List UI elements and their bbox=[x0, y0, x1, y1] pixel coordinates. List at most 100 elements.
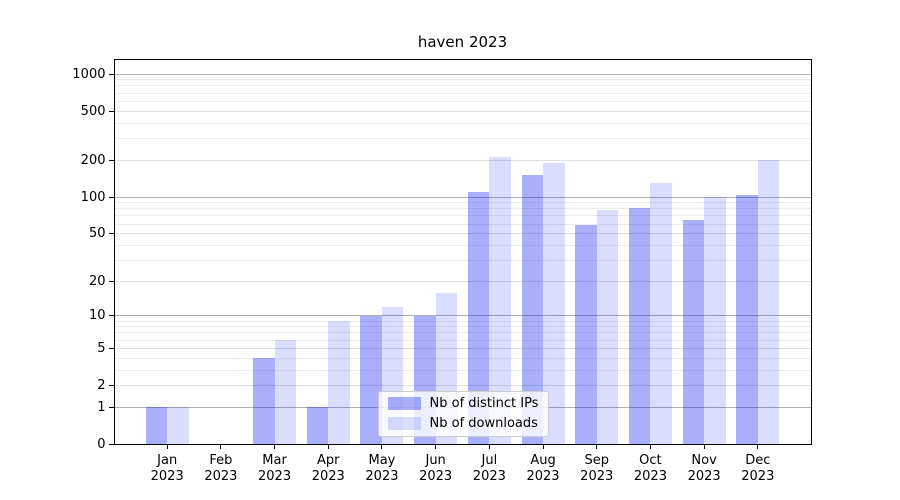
y-tick-label: 100 bbox=[80, 189, 106, 205]
x-tick-mark bbox=[327, 444, 329, 449]
legend-swatch-distinct-ips bbox=[387, 397, 421, 410]
gridline bbox=[113, 320, 812, 322]
gridline bbox=[113, 233, 812, 235]
x-tick-label: Dec 2023 bbox=[741, 452, 775, 484]
y-tick-mark bbox=[109, 444, 114, 445]
bar-distinct-ips bbox=[360, 315, 382, 445]
x-tick-mark bbox=[381, 444, 383, 449]
gridline bbox=[113, 223, 812, 225]
bars-layer bbox=[114, 59, 812, 445]
x-tick-label: Aug 2023 bbox=[526, 452, 560, 484]
y-tick-mark bbox=[109, 196, 114, 198]
bar-distinct-ips bbox=[145, 407, 168, 445]
x-tick-mark bbox=[274, 444, 276, 449]
y-tick-mark bbox=[109, 73, 114, 75]
bar-downloads bbox=[489, 156, 511, 445]
y-tick-mark bbox=[109, 159, 114, 161]
x-tick-mark bbox=[166, 444, 168, 449]
bar-downloads bbox=[596, 209, 619, 445]
y-tick-label: 10 bbox=[88, 308, 106, 324]
bar-distinct-ips bbox=[628, 207, 651, 445]
plot-area: Nb of distinct IPs Nb of downloads bbox=[113, 58, 812, 445]
bar-downloads bbox=[328, 321, 350, 445]
bar-downloads bbox=[650, 183, 672, 445]
gridline bbox=[113, 280, 812, 282]
gridline bbox=[113, 385, 812, 387]
y-tick-mark bbox=[109, 406, 114, 408]
gridline bbox=[113, 137, 812, 139]
x-tick-label: Oct 2023 bbox=[633, 452, 667, 484]
x-tick-mark bbox=[596, 444, 598, 449]
x-tick-label: Feb 2023 bbox=[204, 452, 238, 484]
y-tick-mark bbox=[109, 347, 114, 349]
x-tick-label: Jan 2023 bbox=[150, 452, 184, 484]
gridline bbox=[113, 244, 812, 246]
x-tick-label: Nov 2023 bbox=[687, 452, 721, 484]
legend: Nb of distinct IPs Nb of downloads bbox=[377, 390, 550, 437]
bar-distinct-ips bbox=[575, 224, 597, 445]
bar-downloads bbox=[274, 340, 297, 445]
bar-distinct-ips bbox=[736, 194, 758, 445]
x-tick-label: Apr 2023 bbox=[311, 452, 345, 484]
y-tick-label: 2 bbox=[97, 378, 106, 394]
y-tick-label: 1 bbox=[97, 399, 106, 415]
legend-label-distinct-ips: Nb of distinct IPs bbox=[429, 396, 539, 411]
x-tick-mark bbox=[488, 444, 490, 449]
y-tick-label: 5 bbox=[97, 340, 106, 356]
x-tick-mark bbox=[703, 444, 705, 449]
x-tick-mark bbox=[757, 444, 759, 449]
y-tick-label: 0 bbox=[97, 437, 106, 452]
x-tick-label: Jul 2023 bbox=[472, 452, 506, 484]
y-tick-mark bbox=[109, 385, 114, 387]
gridline bbox=[113, 315, 812, 317]
gridline bbox=[113, 79, 812, 81]
x-tick-mark bbox=[435, 444, 437, 449]
gridline bbox=[113, 122, 812, 124]
legend-row-downloads: Nb of downloads bbox=[387, 415, 539, 433]
bar-distinct-ips bbox=[467, 191, 490, 445]
gridline bbox=[113, 347, 812, 349]
gridline bbox=[113, 110, 812, 112]
y-tick-mark bbox=[109, 280, 114, 282]
gridline bbox=[113, 73, 812, 75]
gridline bbox=[113, 326, 812, 328]
x-tick-mark bbox=[220, 444, 222, 449]
y-tick-label: 1000 bbox=[72, 66, 106, 82]
gridline bbox=[113, 339, 812, 341]
y-tick-mark bbox=[109, 233, 114, 235]
gridline bbox=[113, 92, 812, 94]
bar-downloads bbox=[543, 163, 565, 445]
x-tick-label: Jun 2023 bbox=[419, 452, 453, 484]
y-tick-label: 50 bbox=[88, 226, 106, 242]
gridline bbox=[113, 215, 812, 217]
y-tick-label: 20 bbox=[88, 273, 106, 289]
chart-title: haven 2023 bbox=[417, 33, 508, 51]
y-tick-label: 200 bbox=[80, 152, 106, 168]
x-tick-label: Mar 2023 bbox=[258, 452, 292, 484]
legend-row-distinct-ips: Nb of distinct IPs bbox=[387, 395, 539, 413]
gridline bbox=[113, 196, 812, 198]
bar-distinct-ips bbox=[682, 219, 705, 445]
x-tick-mark bbox=[649, 444, 651, 449]
x-tick-label: May 2023 bbox=[365, 452, 399, 484]
gridline bbox=[113, 259, 812, 261]
gridline bbox=[113, 357, 812, 359]
y-tick-label: 500 bbox=[80, 103, 106, 119]
gridline bbox=[113, 202, 812, 204]
bar-distinct-ips bbox=[521, 175, 544, 445]
legend-swatch-downloads bbox=[387, 417, 421, 430]
bar-distinct-ips bbox=[306, 407, 329, 445]
x-tick-label: Sep 2023 bbox=[580, 452, 614, 484]
gridline bbox=[113, 332, 812, 334]
bar-downloads bbox=[167, 407, 189, 445]
bar-distinct-ips bbox=[253, 358, 275, 445]
gridline bbox=[113, 208, 812, 210]
gridline bbox=[113, 369, 812, 371]
gridline bbox=[113, 100, 812, 102]
x-tick-mark bbox=[542, 444, 544, 449]
y-tick-mark bbox=[109, 315, 114, 317]
gridline bbox=[113, 159, 812, 161]
legend-label-downloads: Nb of downloads bbox=[429, 416, 538, 431]
